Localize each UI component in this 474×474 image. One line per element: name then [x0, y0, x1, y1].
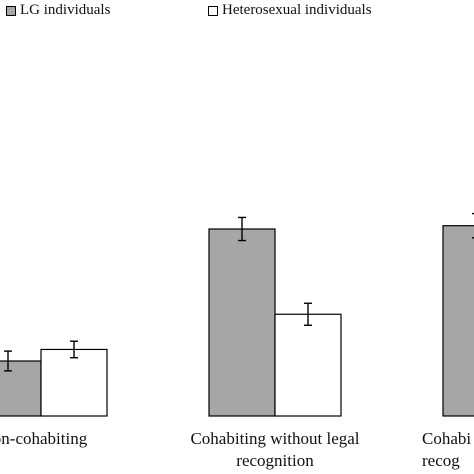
- legend-label-heterosexual: Heterosexual individuals: [222, 2, 372, 18]
- error-bar-lg-2: [472, 212, 474, 239]
- category-label-cohabiting-without-legal: Cohabiting without legal recognition: [160, 428, 390, 472]
- bar-lg-0: [0, 360, 42, 417]
- error-bar-lg-0: [4, 350, 12, 372]
- legend-label-lg: LG individuals: [20, 2, 111, 18]
- error-bar-heterosexual-0: [70, 340, 78, 359]
- category-label-cohabiting-with-legal: Cohabi recog: [422, 428, 474, 472]
- legend-item-lg: LG individuals: [6, 2, 110, 19]
- category-label-line: recognition: [236, 451, 314, 470]
- legend: LG individuals Heterosexual individuals: [0, 0, 474, 22]
- category-label-line: recog: [422, 451, 460, 470]
- error-bar-lg-1: [238, 216, 246, 242]
- error-bar-heterosexual-1: [304, 302, 312, 326]
- bar-lg-1: [208, 228, 276, 417]
- bar-heterosexual-1: [274, 313, 342, 417]
- category-label-non-cohabiting: on-cohabiting: [0, 428, 140, 450]
- category-label-line: on-cohabiting: [0, 429, 88, 448]
- category-label-line: Cohabi: [422, 429, 472, 448]
- bar-heterosexual-0: [40, 348, 108, 417]
- legend-swatch-lg: [6, 5, 16, 16]
- category-label-line: Cohabiting without legal: [190, 429, 360, 448]
- legend-item-heterosexual: Heterosexual individuals: [208, 2, 372, 19]
- bar-lg-2: [442, 225, 474, 417]
- legend-swatch-heterosexual: [208, 5, 218, 16]
